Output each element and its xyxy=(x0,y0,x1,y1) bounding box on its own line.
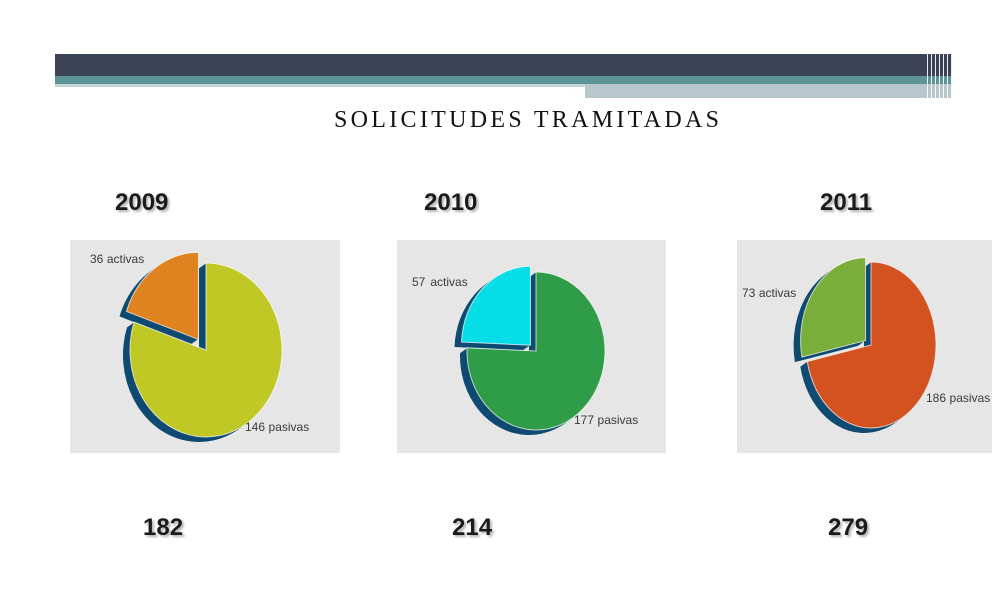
pie-chart-2011: 73 activas 186 pasivas xyxy=(742,257,990,433)
pie-slices-2010 xyxy=(454,265,606,435)
pie-slice-2010-activas xyxy=(460,265,531,346)
slice-value-2010-activas: 57 xyxy=(412,275,426,289)
header-band-light xyxy=(585,84,952,98)
slice-name-2009-activas: activas xyxy=(107,252,144,266)
slice-name-2011-activas: activas xyxy=(759,286,796,300)
slice-name-2011-pasivas: pasivas xyxy=(950,391,991,405)
slice-name-2009-pasivas: pasivas xyxy=(269,420,310,434)
slice-value-2011-pasivas: 186 xyxy=(926,391,946,405)
pie-chart-2010: 57 activas 177 pasivas xyxy=(412,265,638,435)
data-label-2009-activas: 36 activas xyxy=(90,252,144,266)
year-label-2010: 2010 xyxy=(424,189,478,216)
pie-slice-2011-activas xyxy=(800,257,867,358)
pie-slice-2009-pasivas xyxy=(129,262,283,438)
pie-panel-2009: 36 activas 146 pasivas xyxy=(70,240,340,453)
pie-panel-2011: 73 activas 186 pasivas xyxy=(737,240,992,453)
slice-value-2009-activas: 36 xyxy=(90,252,104,266)
data-label-2011-pasivas: 186 pasivas xyxy=(926,391,990,405)
slice-name-2010-pasivas: pasivas xyxy=(598,413,639,427)
slice-value-2010-pasivas: 177 xyxy=(574,413,594,427)
pie-panel-2010: 57 activas 177 pasivas xyxy=(397,240,666,453)
slice-name-2010-activas: activas xyxy=(430,275,467,289)
slice-value-2009-pasivas: 146 xyxy=(245,420,265,434)
data-label-2009-pasivas: 146 pasivas xyxy=(245,420,309,434)
data-label-2011-activas: 73 activas xyxy=(742,286,796,300)
slide-title: SOLICITUDES TRAMITADAS xyxy=(334,107,723,133)
slice-value-2011-activas: 73 xyxy=(742,286,756,300)
total-label-2010: 214 xyxy=(452,514,493,541)
data-label-2010-activas: 57 activas xyxy=(412,275,468,289)
year-label-2011: 2011 xyxy=(820,189,873,216)
year-label-2009: 2009 xyxy=(115,189,169,216)
header-band-thin xyxy=(55,84,585,87)
pie-slice-2011-pasivas xyxy=(806,261,937,429)
total-label-2011: 279 xyxy=(828,514,869,541)
header-band-dark xyxy=(55,54,952,76)
total-label-2009: 182 xyxy=(143,514,184,541)
data-label-2010-pasivas: 177 pasivas xyxy=(574,413,638,427)
pie-slices-2011 xyxy=(793,257,937,433)
pie-slice-2009-activas xyxy=(125,251,199,341)
header-stripes xyxy=(924,54,952,98)
pie-slices-2009 xyxy=(119,251,283,442)
pie-chart-2009: 36 activas 146 pasivas xyxy=(90,251,309,442)
header-band-teal xyxy=(55,76,952,84)
pie-slice-2010-pasivas xyxy=(466,271,606,431)
